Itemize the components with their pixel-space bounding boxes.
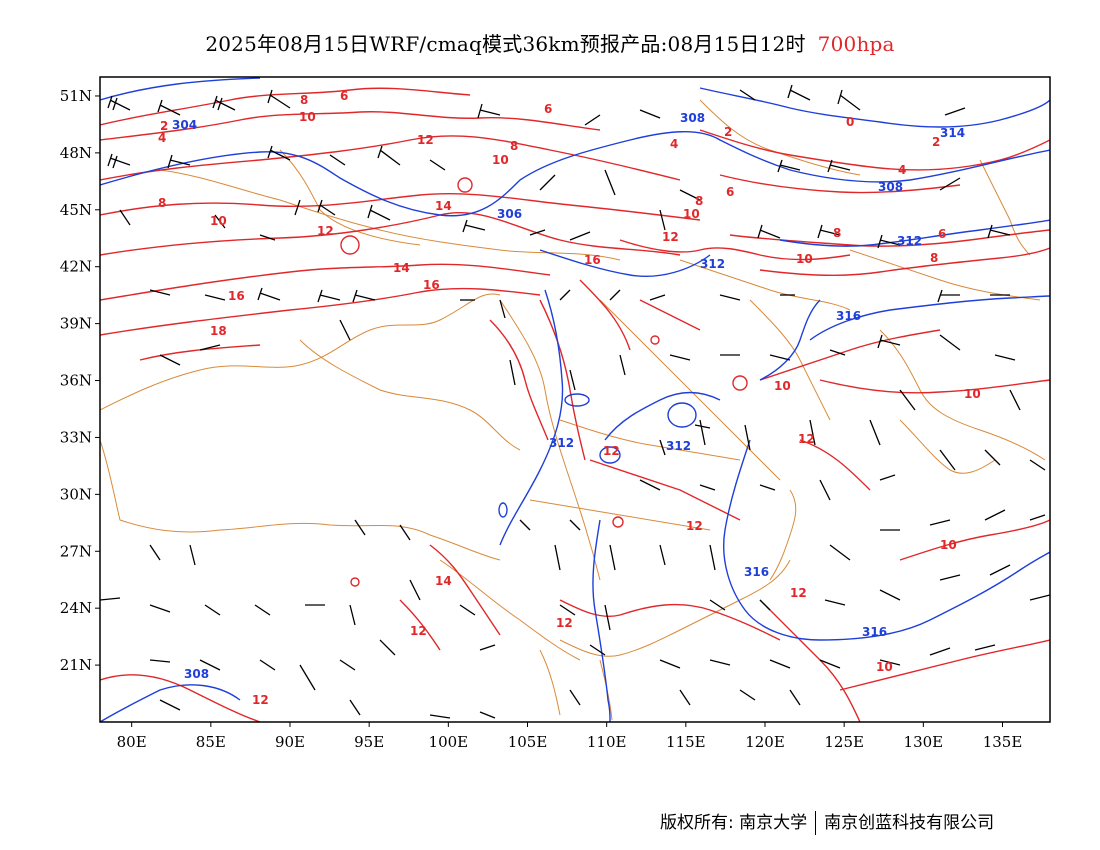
svg-text:16: 16 — [228, 289, 245, 303]
lat-tick-label: 45N — [60, 201, 92, 219]
lon-tick-label: 105E — [508, 733, 548, 751]
svg-text:8: 8 — [833, 226, 841, 240]
svg-text:6: 6 — [726, 185, 734, 199]
svg-text:6: 6 — [938, 227, 946, 241]
lon-tick-label: 125E — [824, 733, 864, 751]
svg-text:12: 12 — [662, 230, 679, 244]
wind-barbs — [100, 84, 1050, 719]
lat-tick-label: 48N — [60, 144, 92, 162]
svg-text:10: 10 — [492, 153, 509, 167]
svg-text:316: 316 — [862, 625, 887, 639]
svg-text:8: 8 — [158, 196, 166, 210]
title-level: 700hpa — [817, 32, 895, 56]
svg-text:314: 314 — [940, 126, 965, 140]
svg-text:4: 4 — [898, 163, 906, 177]
svg-text:2: 2 — [724, 125, 732, 139]
lon-tick-label: 100E — [429, 733, 469, 751]
svg-text:14: 14 — [435, 574, 452, 588]
plot-frame — [99, 76, 1051, 723]
svg-text:8: 8 — [510, 139, 518, 153]
svg-text:312: 312 — [549, 436, 574, 450]
svg-text:0: 0 — [846, 115, 854, 129]
svg-text:10: 10 — [683, 207, 700, 221]
lon-tick-label: 135E — [983, 733, 1023, 751]
lat-tick-label: 42N — [60, 258, 92, 276]
svg-text:312: 312 — [666, 439, 691, 453]
lon-tick-label: 80E — [117, 733, 147, 751]
svg-text:10: 10 — [299, 110, 316, 124]
svg-text:312: 312 — [700, 257, 725, 271]
svg-text:12: 12 — [603, 444, 620, 458]
svg-text:10: 10 — [964, 387, 981, 401]
svg-text:10: 10 — [210, 214, 227, 228]
lon-tick-label: 115E — [666, 733, 706, 751]
footer-right: 南京创蓝科技有限公司 — [824, 813, 995, 833]
footer-divider — [815, 811, 817, 835]
lon-tick-label: 95E — [354, 733, 384, 751]
lon-tick-label: 120E — [745, 733, 785, 751]
svg-text:316: 316 — [836, 309, 861, 323]
svg-text:8: 8 — [930, 251, 938, 265]
svg-text:14: 14 — [435, 199, 452, 213]
lat-tick-label: 36N — [60, 372, 92, 390]
lon-tick-label: 110E — [587, 733, 627, 751]
temperature-contours — [100, 87, 1050, 722]
svg-text:10: 10 — [940, 538, 957, 552]
lon-tick-label: 85E — [196, 733, 226, 751]
svg-text:8: 8 — [695, 194, 703, 208]
svg-text:306: 306 — [497, 207, 522, 221]
geopotential-contours — [100, 77, 1050, 722]
lat-tick-label: 51N — [60, 87, 92, 105]
latitude-axis: 51N 48N 45N 42N 39N 36N 33N 30N 27N 24N 21N — [60, 87, 100, 674]
svg-text:308: 308 — [184, 667, 209, 681]
svg-text:12: 12 — [686, 519, 703, 533]
svg-text:12: 12 — [417, 133, 434, 147]
longitude-axis: 80E 85E 90E 95E 100E 105E 110E 115E 120E 125E 130E… — [117, 722, 1023, 751]
footer-left: 版权所有: 南京大学 — [660, 813, 808, 833]
svg-text:12: 12 — [556, 616, 573, 630]
svg-text:308: 308 — [680, 111, 705, 125]
svg-text:10: 10 — [876, 660, 893, 674]
svg-text:12: 12 — [790, 586, 807, 600]
lat-tick-label: 24N — [60, 599, 92, 617]
svg-text:308: 308 — [878, 180, 903, 194]
lat-tick-label: 33N — [60, 428, 92, 446]
svg-text:4: 4 — [670, 137, 678, 151]
lat-tick-label: 21N — [60, 656, 92, 674]
chart-title: 2025年08月15日WRF/cmaq模式36km预报产品:08月15日12时 7… — [0, 28, 1100, 57]
svg-text:12: 12 — [317, 224, 334, 238]
lat-tick-label: 39N — [60, 315, 92, 333]
lon-tick-label: 130E — [904, 733, 944, 751]
title-main: 2025年08月15日WRF/cmaq模式36km预报产品:08月15日12时 — [205, 32, 806, 56]
svg-text:2: 2 — [932, 135, 940, 149]
svg-text:12: 12 — [252, 693, 269, 707]
svg-text:10: 10 — [774, 379, 791, 393]
temperature-contour-labels: 8 6 10 2 4 6 12 8 10 2 4 0 2 4 8 14 6 8 … — [158, 89, 981, 707]
svg-text:316: 316 — [744, 565, 769, 579]
svg-text:12: 12 — [410, 624, 427, 638]
svg-text:4: 4 — [158, 131, 166, 145]
lat-tick-label: 30N — [60, 485, 92, 503]
svg-text:12: 12 — [798, 432, 815, 446]
svg-text:2: 2 — [160, 119, 168, 133]
svg-text:16: 16 — [584, 253, 601, 267]
svg-text:312: 312 — [897, 234, 922, 248]
svg-text:6: 6 — [340, 89, 348, 103]
svg-text:14: 14 — [393, 261, 410, 275]
svg-text:18: 18 — [210, 324, 227, 338]
copyright-footer: 版权所有: 南京大学 南京创蓝科技有限公司 — [660, 808, 994, 835]
svg-text:10: 10 — [796, 252, 813, 266]
geopotential-contour-labels: 304 308 314 308 306 312 312 316 312 312 … — [172, 111, 965, 681]
lat-tick-label: 27N — [60, 542, 92, 560]
svg-text:16: 16 — [423, 278, 440, 292]
svg-text:6: 6 — [544, 102, 552, 116]
svg-text:304: 304 — [172, 118, 197, 132]
lon-tick-label: 90E — [275, 733, 305, 751]
svg-text:8: 8 — [300, 93, 308, 107]
